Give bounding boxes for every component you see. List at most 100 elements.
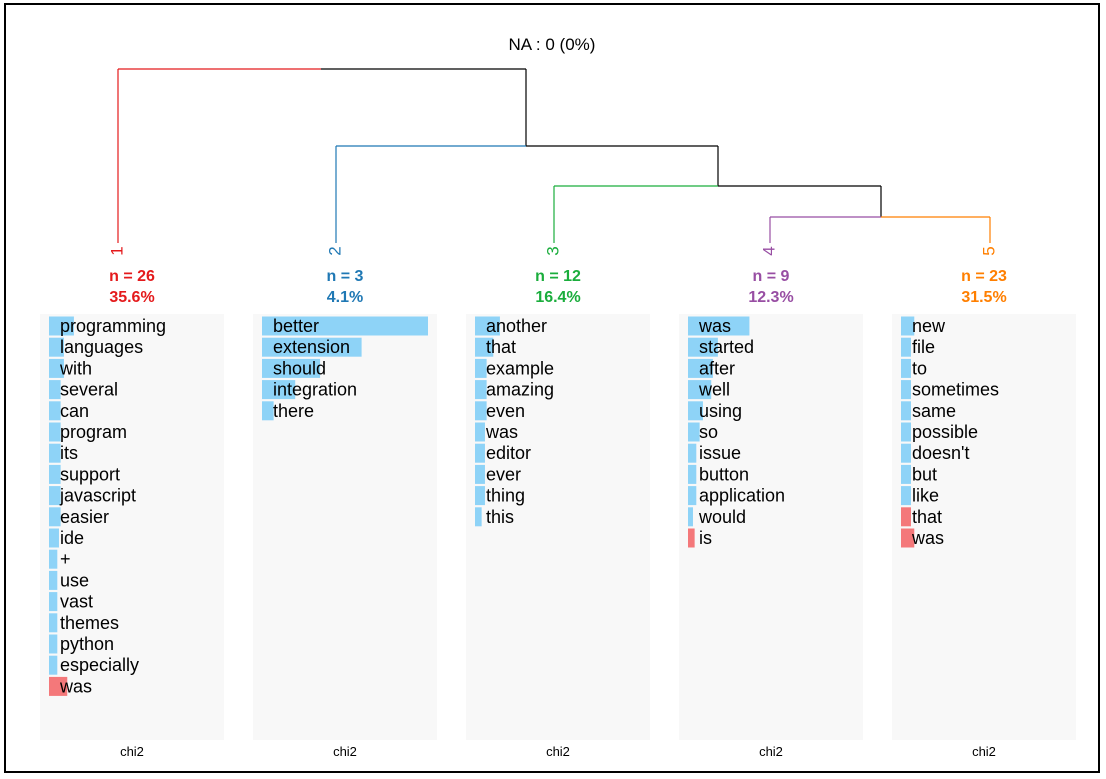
- word-bar: [262, 358, 321, 378]
- word-bar: [475, 316, 500, 336]
- word-label: would: [698, 507, 746, 527]
- cluster-5-metric-label: chi2: [972, 744, 996, 759]
- word-label: editor: [486, 443, 531, 463]
- word-label: thing: [486, 486, 525, 506]
- word-label: there: [273, 401, 314, 421]
- cluster-1-n: n = 26: [109, 268, 155, 285]
- word-bar: [901, 401, 911, 421]
- word-label: was: [485, 422, 518, 442]
- word-label: application: [699, 486, 785, 506]
- cluster-3-pct: 16.4%: [535, 289, 580, 306]
- word-label: python: [60, 634, 114, 654]
- cluster-5-leaf-label: 5: [979, 246, 998, 255]
- cluster-2-leaf-label: 2: [325, 246, 344, 255]
- word-label: is: [699, 528, 712, 548]
- word-bar: [901, 380, 911, 400]
- cluster-2-pct: 4.1%: [327, 289, 363, 306]
- word-bar: [49, 422, 61, 442]
- word-label: ide: [60, 528, 84, 548]
- cluster-1-leaf-label: 1: [107, 246, 126, 255]
- word-bar: [901, 358, 911, 378]
- word-label: with: [59, 358, 92, 378]
- word-label: integration: [273, 380, 357, 400]
- word-bar: [49, 337, 64, 357]
- word-label: started: [699, 337, 754, 357]
- word-label: to: [912, 358, 927, 378]
- cluster-3-leaf-label: 3: [543, 246, 562, 255]
- word-label: amazing: [486, 380, 554, 400]
- word-bar: [49, 570, 58, 590]
- word-label: javascript: [59, 486, 136, 506]
- chart-title: NA : 0 (0%): [509, 35, 596, 54]
- word-label: that: [912, 507, 942, 527]
- word-bar: [901, 316, 915, 336]
- word-label: especially: [60, 655, 139, 675]
- word-bar: [901, 337, 911, 357]
- word-bar: [688, 358, 713, 378]
- word-bar: [688, 443, 697, 463]
- word-label: vast: [60, 592, 93, 612]
- word-bar: [475, 337, 494, 357]
- cluster-4-leaf-label: 4: [759, 246, 778, 255]
- word-label: use: [60, 570, 89, 590]
- word-bar: [49, 401, 61, 421]
- word-bar: [262, 316, 428, 336]
- word-bar: [49, 486, 61, 506]
- word-bar: [688, 422, 700, 442]
- cluster-5-panel: [892, 314, 1076, 740]
- word-label: file: [912, 337, 935, 357]
- word-label: languages: [60, 337, 143, 357]
- word-label: should: [273, 358, 326, 378]
- cluster-5: 5 n = 23 31.5% newfiletosometimessamepossib…: [892, 246, 1076, 759]
- word-label: its: [60, 443, 78, 463]
- word-bar: [49, 676, 68, 696]
- word-label: several: [60, 380, 118, 400]
- word-bar: [688, 486, 697, 506]
- word-label: even: [486, 401, 525, 421]
- dendrogram-tree: [117, 68, 991, 243]
- cluster-4-n: n = 9: [753, 268, 790, 285]
- word-label: well: [698, 380, 730, 400]
- word-label: doesn't: [912, 443, 969, 463]
- cluster-3-n: n = 12: [535, 268, 581, 285]
- cluster-3: 3n = 1216.4%anotherthatexampleamazingeve…: [466, 246, 650, 759]
- word-bar: [475, 507, 482, 527]
- word-bar: [49, 592, 58, 612]
- cluster-4-pct: 12.3%: [748, 289, 793, 306]
- word-label: extension: [273, 337, 350, 357]
- cluster-2: 2 n = 3 4.1% betterextensionshouldintegrati…: [253, 246, 437, 759]
- word-label: was: [59, 676, 92, 696]
- word-label: button: [699, 464, 749, 484]
- word-bar: [475, 464, 485, 484]
- word-label: themes: [60, 613, 119, 633]
- word-bar: [475, 422, 485, 442]
- word-label: same: [912, 401, 956, 421]
- word-bar: [901, 422, 911, 442]
- word-label: like: [912, 486, 939, 506]
- dendrogram-chart: NA : 0 (0%) 1 n = 26 35.6% programminglangu…: [40, 35, 1076, 759]
- word-bar: [475, 401, 487, 421]
- cluster-1-metric-label: chi2: [120, 744, 144, 759]
- word-bar: [49, 358, 64, 378]
- word-label: possible: [912, 422, 978, 442]
- word-bar: [688, 528, 695, 548]
- word-bar: [688, 507, 693, 527]
- word-bar: [688, 316, 750, 336]
- cluster-3-metric-label: chi2: [546, 744, 570, 759]
- word-label: that: [486, 337, 516, 357]
- word-bar: [901, 443, 911, 463]
- word-label: support: [60, 464, 120, 484]
- cluster-panels: 1 n = 26 35.6% programminglanguageswithseve…: [40, 246, 1076, 759]
- word-label: this: [486, 507, 514, 527]
- word-label: so: [699, 422, 718, 442]
- word-label: example: [486, 358, 554, 378]
- word-bar: [49, 528, 59, 548]
- word-bar: [49, 655, 58, 675]
- word-bar: [49, 507, 61, 527]
- cluster-3-panel: [466, 314, 650, 740]
- word-label: ever: [486, 464, 521, 484]
- word-bar: [49, 443, 61, 463]
- word-bar: [901, 464, 911, 484]
- word-label: issue: [699, 443, 741, 463]
- cluster-2-n: n = 3: [327, 268, 364, 285]
